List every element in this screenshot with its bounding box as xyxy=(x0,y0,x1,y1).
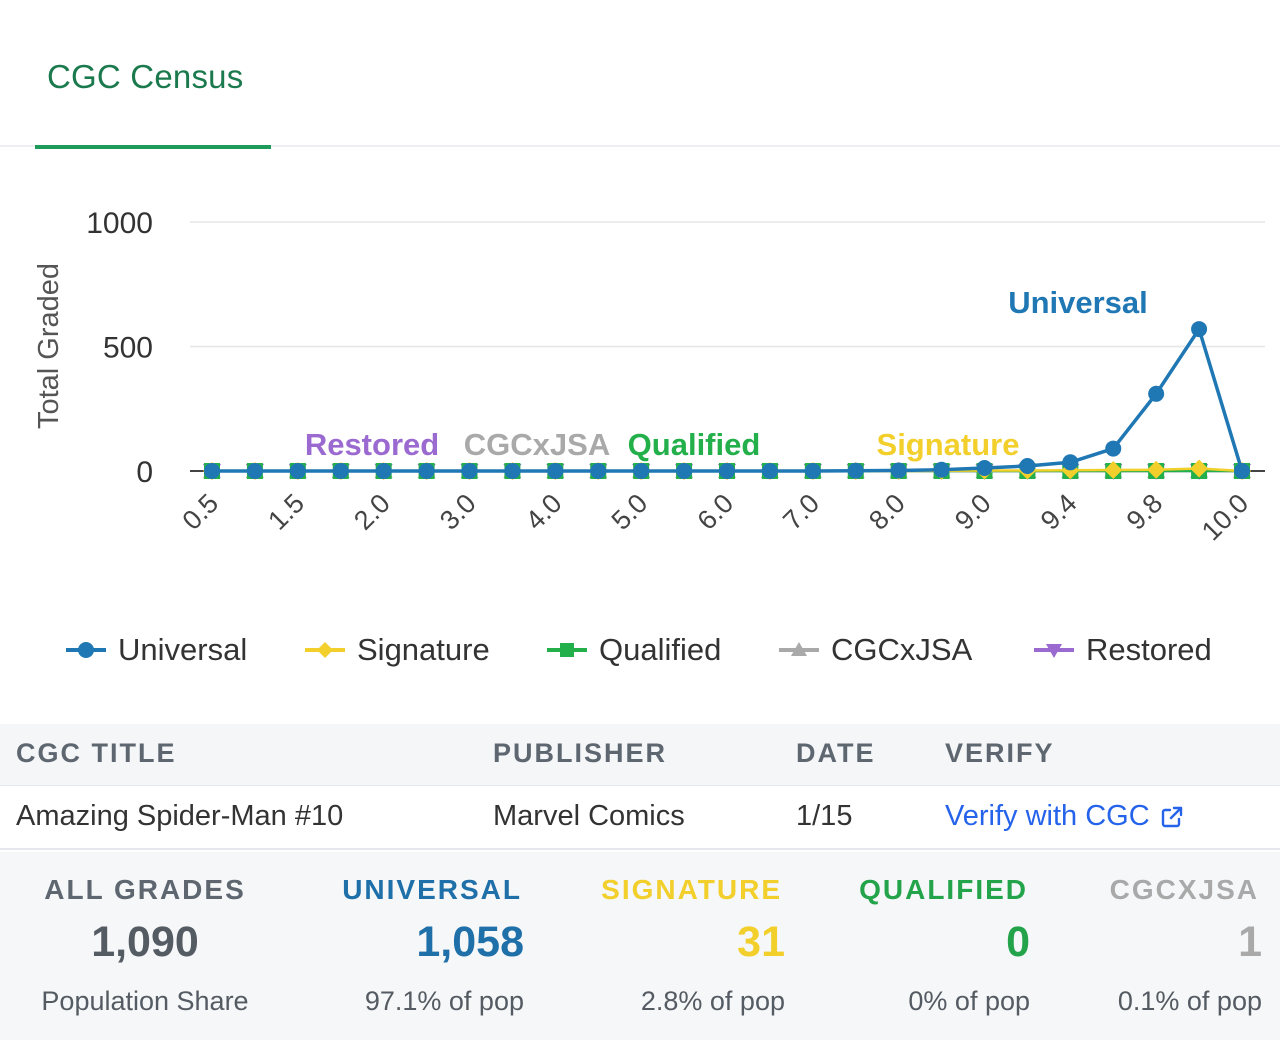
x-tick-label: 9.8 xyxy=(1121,488,1169,536)
stat-value-all-grades: 1,090 xyxy=(91,918,199,966)
tab-cgc-census[interactable]: CGC Census xyxy=(35,52,271,149)
data-point-signature xyxy=(1147,460,1166,479)
x-tick-label: 4.0 xyxy=(520,488,568,536)
data-point-universal xyxy=(676,463,693,479)
data-point-universal xyxy=(1148,385,1165,402)
column-header-publisher: PUBLISHER xyxy=(493,738,668,768)
legend-item-signature[interactable]: Signature xyxy=(305,620,490,680)
stat-heading-cgcxjsa: CGCXJSA xyxy=(1109,874,1259,905)
series-data-label-signature: Signature xyxy=(877,427,1020,462)
census-table-header: CGC TITLE PUBLISHER DATE VERIFY xyxy=(0,724,1280,786)
legend-item-qualified[interactable]: Qualified xyxy=(547,620,721,680)
y-axis-label: Total Graded xyxy=(33,263,65,429)
stat-value-cgcxjsa: 1 xyxy=(1238,918,1262,966)
data-point-signature xyxy=(1104,461,1123,480)
data-point-universal xyxy=(547,463,564,479)
data-point-universal xyxy=(504,463,521,479)
x-tick-label: 7.0 xyxy=(777,488,825,536)
data-point-universal xyxy=(204,463,220,479)
verify-with-cgc-link[interactable]: Verify with CGC xyxy=(945,800,1184,833)
column-header-title: CGC TITLE xyxy=(16,738,177,768)
legend-label: CGCxJSA xyxy=(831,632,973,667)
data-point-universal xyxy=(1105,440,1122,457)
data-point-universal xyxy=(933,461,950,478)
tab-cgc-census-label: CGC Census xyxy=(47,58,244,95)
x-tick-label: 2.0 xyxy=(348,488,396,536)
external-link-icon xyxy=(1161,806,1182,827)
tab-active-indicator xyxy=(35,145,271,149)
series-data-label-qualified: Qualified xyxy=(628,427,761,462)
data-point-universal xyxy=(1234,463,1250,479)
x-tick-label: 10.0 xyxy=(1196,488,1254,546)
legend-label: Restored xyxy=(1086,632,1212,667)
data-point-universal xyxy=(375,463,392,479)
y-tick-label: 0 xyxy=(136,456,153,489)
census-line-chart: 0 500 1000 Total Graded 0.5 1.5 2.0 3.0 4.0 5.0 6.… xyxy=(33,207,1265,546)
stat-heading-universal: UNIVERSAL xyxy=(342,874,522,905)
verify-link-label: Verify with CGC xyxy=(945,800,1150,832)
legend-label: Universal xyxy=(118,632,248,667)
series-data-label-universal: Universal xyxy=(1008,285,1148,320)
data-point-universal xyxy=(804,463,821,479)
column-header-verify: VERIFY xyxy=(945,738,1055,768)
data-point-universal xyxy=(418,463,435,479)
triangle-marker-icon xyxy=(779,642,819,656)
data-point-universal xyxy=(890,462,907,479)
y-tick-label: 1000 xyxy=(86,207,153,240)
column-header-date: DATE xyxy=(796,738,876,768)
legend-item-cgcxjsa[interactable]: CGCxJSA xyxy=(779,620,972,680)
x-tick-label: 1.5 xyxy=(262,488,310,536)
circle-marker-icon xyxy=(66,642,106,658)
stat-value-signature: 31 xyxy=(737,918,785,966)
data-point-universal xyxy=(590,463,607,479)
stat-sub-cgcxjsa: 0.1% of pop xyxy=(1117,986,1262,1016)
stat-value-universal: 1,058 xyxy=(416,918,524,966)
x-tick-label: 8.0 xyxy=(863,488,911,536)
issue-date: 1/15 xyxy=(796,800,853,832)
publisher-name: Marvel Comics xyxy=(493,800,685,832)
stat-heading-all-grades: ALL GRADES xyxy=(44,874,246,905)
data-point-universal xyxy=(289,463,306,479)
data-point-universal xyxy=(1191,321,1208,338)
x-tick-label: 9.0 xyxy=(949,488,997,536)
legend-item-universal[interactable]: Universal xyxy=(66,620,247,680)
data-point-universal xyxy=(847,462,864,479)
square-marker-icon xyxy=(547,643,587,657)
data-point-universal xyxy=(332,463,349,479)
diamond-marker-icon xyxy=(305,642,345,658)
x-tick-label: 9.4 xyxy=(1035,488,1083,536)
series-data-label-restored: Restored xyxy=(305,427,439,462)
legend-label: Qualified xyxy=(599,632,722,667)
data-point-universal xyxy=(461,463,478,479)
data-point-universal xyxy=(1062,454,1079,471)
stat-heading-signature: SIGNATURE xyxy=(601,874,782,905)
x-tick-label: 3.0 xyxy=(434,488,482,536)
data-point-signature xyxy=(1190,459,1209,478)
stat-sub-qualified: 0% of pop xyxy=(908,986,1030,1016)
triangle-down-marker-icon xyxy=(1034,644,1074,658)
data-point-universal xyxy=(1019,458,1036,475)
data-point-universal xyxy=(719,463,735,479)
x-tick-label: 0.5 xyxy=(176,488,224,536)
population-stats: ALL GRADES 1,090 Population Share UNIVER… xyxy=(0,852,1280,1040)
stat-sub-signature: 2.8% of pop xyxy=(640,986,785,1016)
x-tick-label: 6.0 xyxy=(691,488,739,536)
data-point-universal xyxy=(633,463,650,479)
stat-sub-all-grades: Population Share xyxy=(41,986,249,1016)
legend-item-restored[interactable]: Restored xyxy=(1034,620,1212,680)
chart-legend: Universal Signature Qualified CGCxJSA Re… xyxy=(0,620,1280,680)
tab-bar: CGC Census xyxy=(0,0,1280,149)
x-tick-label: 5.0 xyxy=(606,488,654,536)
data-point-universal xyxy=(761,463,778,479)
legend-label: Signature xyxy=(357,632,490,667)
y-tick-label: 500 xyxy=(103,332,153,365)
stat-value-qualified: 0 xyxy=(1006,918,1030,966)
table-row: Amazing Spider-Man #10 Marvel Comics 1/1… xyxy=(0,786,1280,850)
series-data-label-cgcxjsa: CGCxJSA xyxy=(464,427,610,462)
data-point-universal xyxy=(976,460,993,477)
data-point-universal xyxy=(246,463,263,479)
stat-sub-universal: 97.1% of pop xyxy=(364,986,524,1016)
comic-title: Amazing Spider-Man #10 xyxy=(16,800,344,832)
stat-heading-qualified: QUALIFIED xyxy=(859,874,1028,905)
